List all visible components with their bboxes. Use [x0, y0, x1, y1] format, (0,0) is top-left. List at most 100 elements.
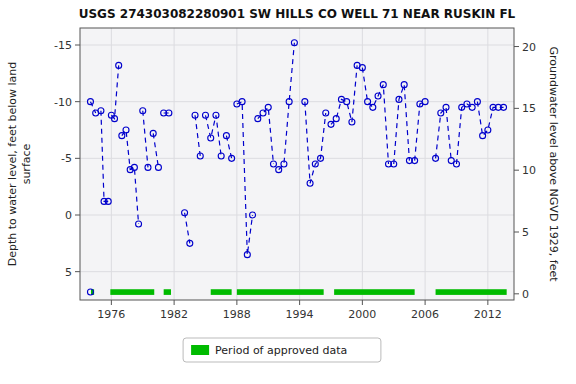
- point: [370, 104, 376, 110]
- point: [116, 62, 122, 68]
- legend: Period of approved data: [183, 338, 381, 362]
- point: [229, 155, 235, 161]
- point: [380, 82, 386, 88]
- point: [112, 116, 118, 122]
- point: [197, 153, 203, 159]
- point: [213, 112, 219, 118]
- x-grid-line: [111, 28, 112, 300]
- y2-tick: [514, 293, 519, 294]
- data: [87, 40, 506, 295]
- y2-tick-label: 10: [522, 164, 536, 177]
- point: [187, 240, 193, 246]
- point: [344, 99, 350, 105]
- point: [349, 119, 355, 125]
- y-tick: [75, 271, 80, 272]
- point: [87, 289, 93, 295]
- y-axis-label-line: surface: [20, 143, 33, 184]
- chart: 197619821988199420002006201250-5-10-1505…: [0, 0, 576, 384]
- x-tick: [425, 300, 426, 305]
- y-tick: [75, 158, 80, 159]
- x-grid-line: [236, 28, 237, 300]
- point: [501, 104, 507, 110]
- point: [391, 161, 397, 167]
- point: [396, 96, 402, 102]
- point: [302, 99, 308, 105]
- point: [365, 99, 371, 105]
- y-tick-label: 0: [65, 209, 72, 222]
- approved-period-bar: [110, 289, 154, 295]
- point: [145, 164, 151, 170]
- line: [90, 43, 503, 255]
- point: [239, 99, 245, 105]
- y2-tick: [514, 170, 519, 171]
- point: [328, 121, 334, 127]
- y-tick: [75, 101, 80, 102]
- point: [312, 161, 318, 167]
- point: [105, 198, 111, 204]
- x-tick-label: 2006: [411, 308, 439, 321]
- x-tick: [299, 300, 300, 305]
- y-grid-line: [80, 101, 514, 102]
- point: [318, 155, 324, 161]
- x-tick: [111, 300, 112, 305]
- point: [123, 127, 129, 133]
- point: [359, 65, 365, 71]
- y-axis-label: Depth to water level, feet below landsur…: [6, 62, 33, 267]
- y-axis-label-line: Depth to water level, feet below land: [6, 62, 19, 267]
- point: [443, 104, 449, 110]
- point: [433, 155, 439, 161]
- approved-period-bar: [334, 289, 415, 295]
- point: [87, 99, 93, 105]
- point: [333, 116, 339, 122]
- x-tick-label: 1982: [160, 308, 188, 321]
- point: [480, 133, 486, 139]
- y-tick: [75, 45, 80, 46]
- point: [422, 99, 428, 105]
- y-tick-label: -5: [61, 152, 72, 165]
- x-tick-label: 1976: [97, 308, 125, 321]
- point: [270, 161, 276, 167]
- x-tick: [174, 300, 175, 305]
- point: [244, 252, 250, 258]
- approved-period-bar: [237, 289, 324, 295]
- y2-tick: [514, 108, 519, 109]
- point: [218, 153, 224, 159]
- point: [412, 158, 418, 164]
- point: [260, 110, 266, 116]
- y-grid-line: [80, 215, 514, 216]
- y2-tick-label: 20: [522, 41, 536, 54]
- x-grid-line: [299, 28, 300, 300]
- y2-tick-label: 0: [522, 288, 529, 301]
- point: [453, 161, 459, 167]
- point: [485, 127, 491, 133]
- point: [255, 116, 261, 122]
- point: [136, 221, 142, 227]
- point: [223, 133, 229, 139]
- x-tick: [236, 300, 237, 305]
- y-tick: [75, 215, 80, 216]
- x-grid-line: [174, 28, 175, 300]
- point: [208, 135, 214, 141]
- point: [119, 133, 125, 139]
- approved-period-bar: [211, 289, 232, 295]
- grid: [80, 28, 514, 300]
- point: [469, 104, 475, 110]
- y2-tick-label: 15: [522, 102, 536, 115]
- title: USGS 274303082280901 SW HILLS CO WELL 71…: [79, 7, 516, 21]
- approved-period-bar: [164, 289, 171, 295]
- point: [131, 164, 137, 170]
- point: [250, 212, 256, 218]
- axes: 197619821988199420002006201250-5-10-1505…: [54, 39, 536, 321]
- y2-tick-label: 5: [522, 226, 529, 239]
- point: [166, 110, 172, 116]
- y-tick-label: -10: [54, 96, 72, 109]
- point: [291, 40, 297, 46]
- point: [401, 82, 407, 88]
- x-tick-label: 1988: [223, 308, 251, 321]
- point: [150, 130, 156, 136]
- y2-tick: [514, 46, 519, 47]
- x-tick: [487, 300, 488, 305]
- y2-tick: [514, 232, 519, 233]
- point: [375, 93, 381, 99]
- x-grid-line: [487, 28, 488, 300]
